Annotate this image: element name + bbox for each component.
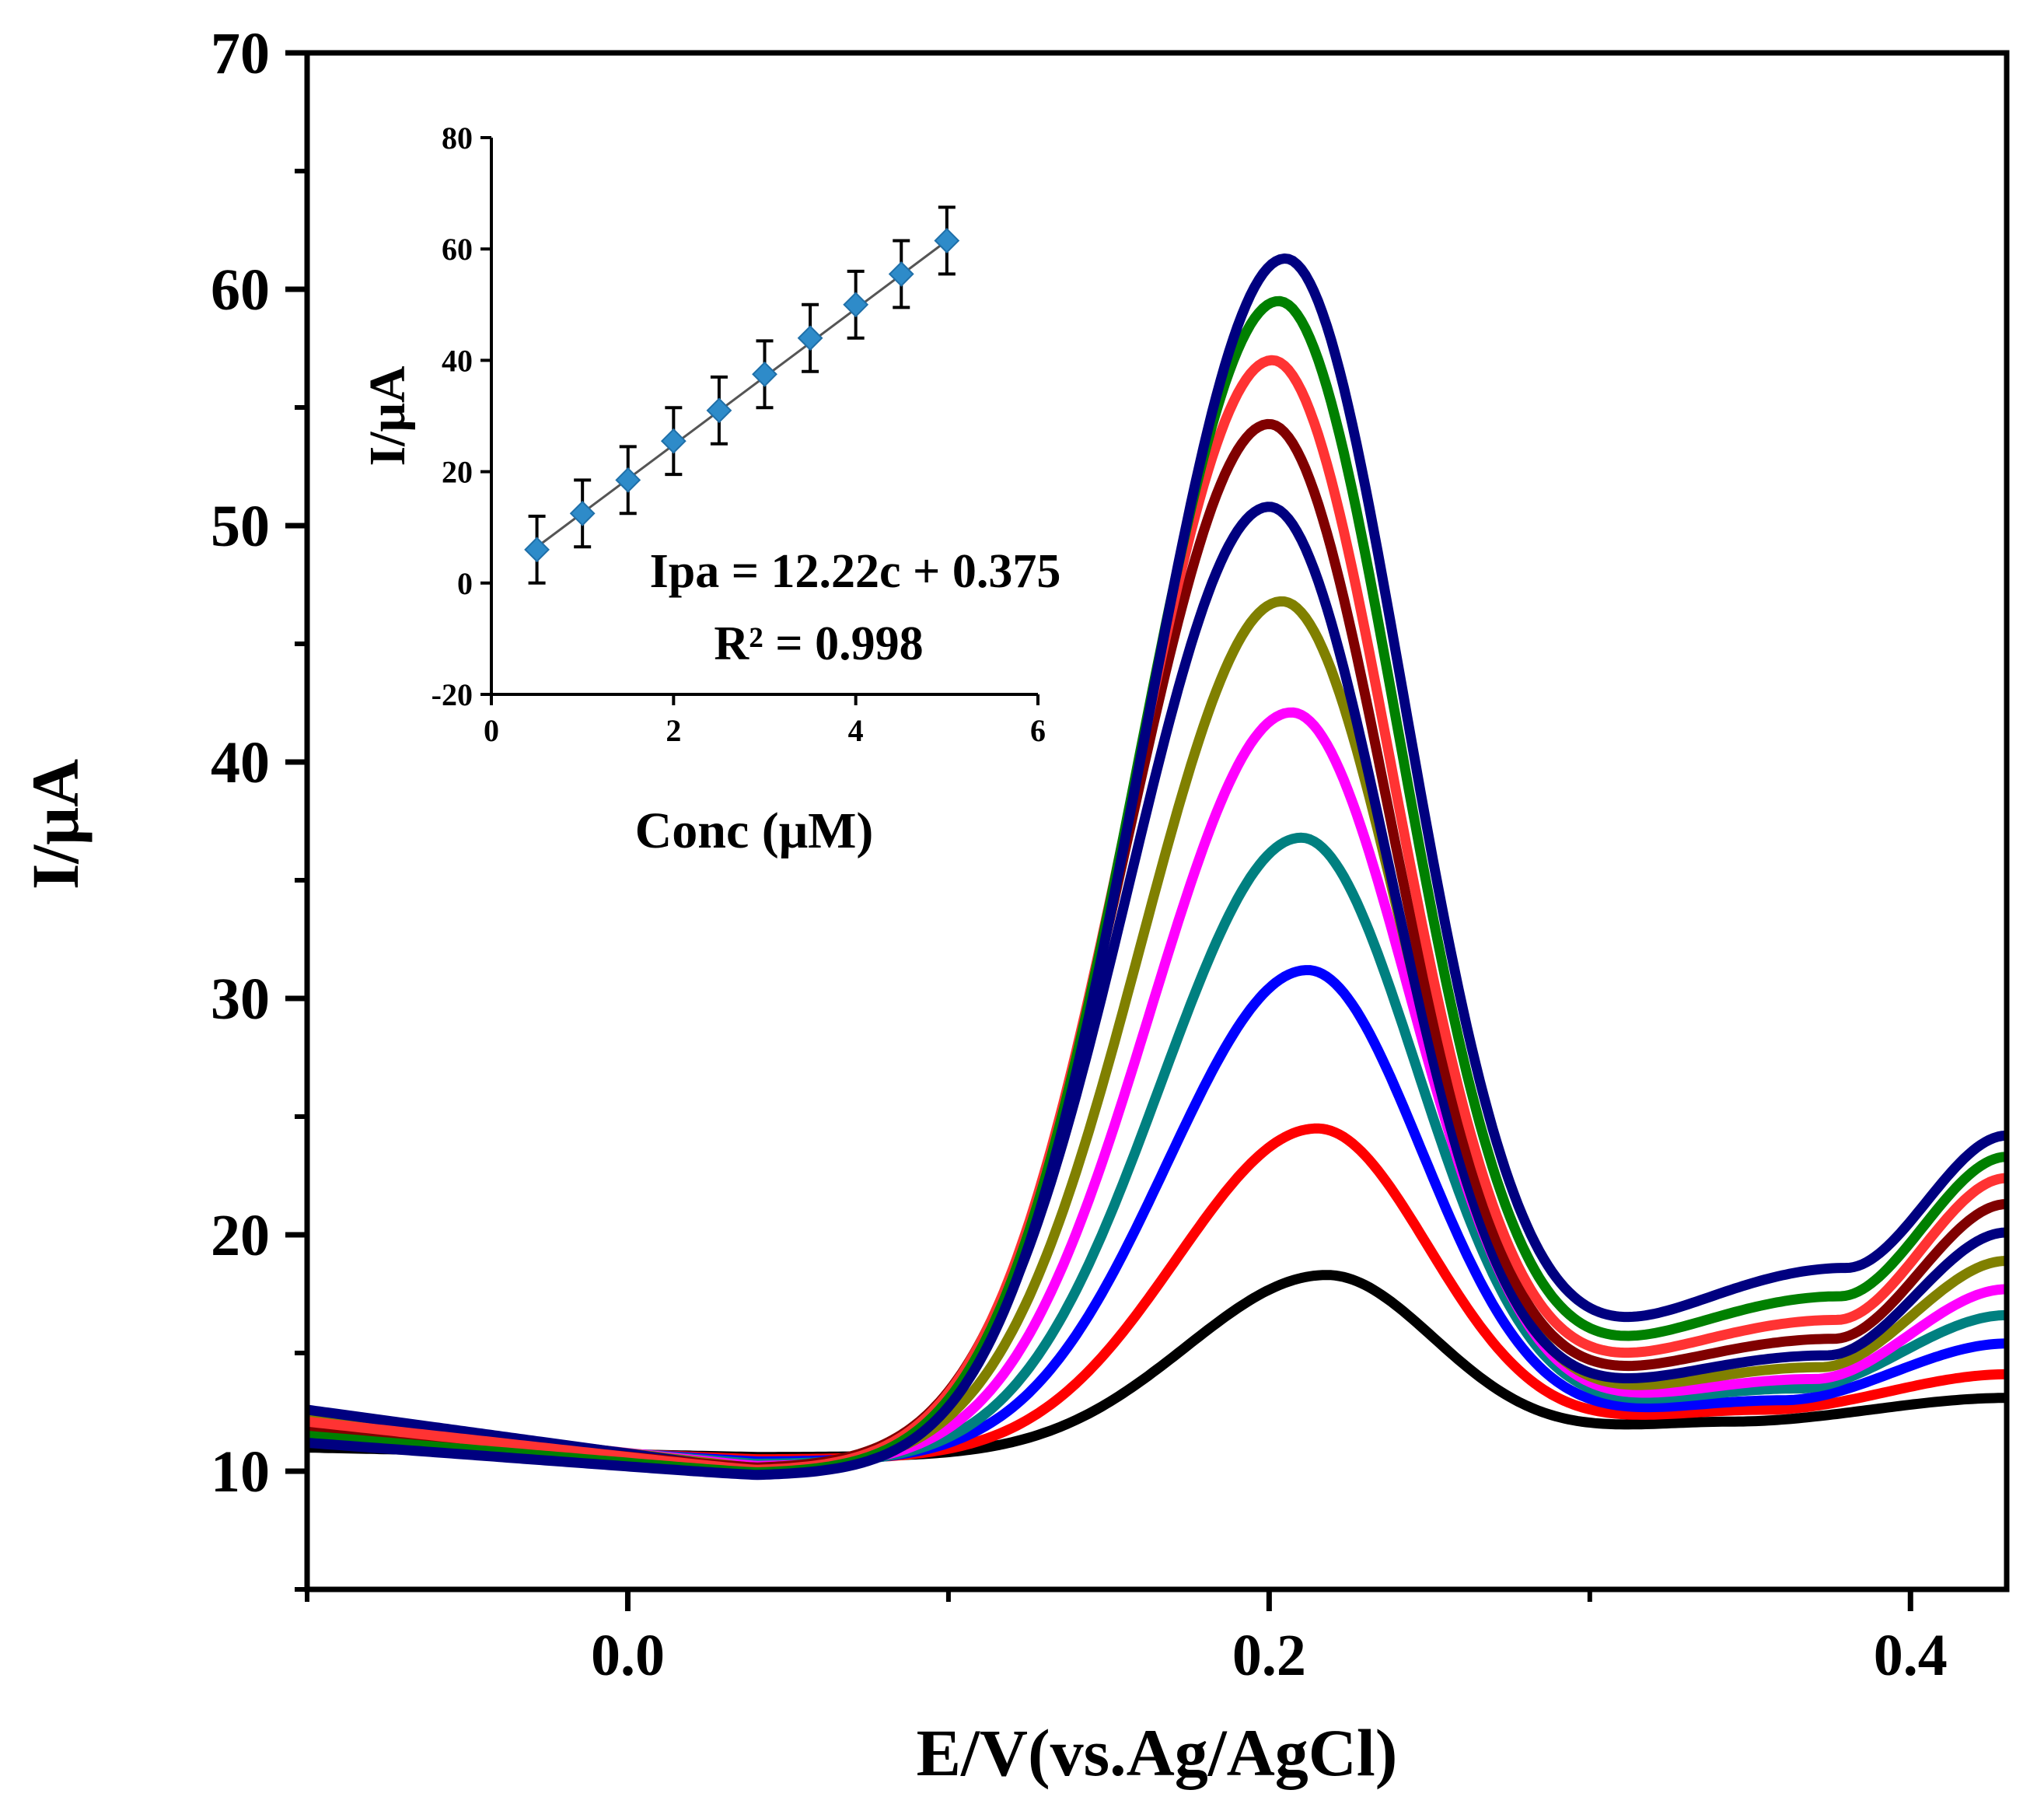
main-y-tick-label: 50 <box>211 494 270 559</box>
inset-fit-equation: Ipa = 12.22c + 0.375 <box>650 545 1061 598</box>
inset-axes: -20 0 20 40 60 80 0 2 4 6 <box>432 121 1046 748</box>
main-x-tick-label: 0.2 <box>1232 1623 1306 1688</box>
inset-data-point <box>615 467 641 493</box>
inset-data-point <box>843 292 869 318</box>
main-y-tick-label: 40 <box>211 730 270 795</box>
main-y-tick-label: 20 <box>211 1203 270 1268</box>
main-series-line <box>307 253 2007 1481</box>
inset-x-axis-title: Conc (μM) <box>635 802 874 859</box>
inset-x-tick-label: 2 <box>666 713 681 748</box>
main-x-tick-label: 0.4 <box>1874 1623 1948 1688</box>
inset-y-tick-label: 60 <box>442 232 473 267</box>
inset-y-tick-label: -20 <box>432 677 473 712</box>
inset-x-tick-label: 6 <box>1030 713 1046 748</box>
main-y-tick-label: 70 <box>211 21 270 86</box>
inset-fit-line <box>536 239 948 548</box>
main-y-tick-label: 10 <box>211 1439 270 1505</box>
inset-y-axis-title: I/μA <box>359 365 416 466</box>
inset-data-point <box>797 325 823 351</box>
inset-marks <box>524 205 960 585</box>
inset-data-point <box>660 428 687 454</box>
inset-data-point <box>569 500 596 526</box>
inset-x-tick-label: 0 <box>484 713 499 748</box>
inset-r-squared: R² = 0.998 <box>714 617 923 670</box>
inset-y-tick-label: 20 <box>442 455 473 490</box>
main-x-tick-label: 0.0 <box>591 1623 665 1688</box>
inset-data-point <box>706 397 732 424</box>
main-series-group <box>307 253 2007 1481</box>
inset-y-tick-label: 40 <box>442 343 473 378</box>
inset-plot: -20 0 20 40 60 80 0 2 4 6 I/μA Conc (μM) Ipa = 12… <box>359 121 1060 859</box>
inset-x-tick-label: 4 <box>848 713 864 748</box>
main-y-axis: 10 20 30 40 50 60 70 <box>211 21 307 1592</box>
main-y-tick-label: 60 <box>211 257 270 323</box>
inset-y-tick-label: 0 <box>457 566 473 601</box>
inset-data-point <box>752 361 777 387</box>
main-y-tick-label: 30 <box>211 967 270 1032</box>
inset-data-point <box>524 537 550 563</box>
inset-y-tick-label: 80 <box>442 121 473 156</box>
main-x-axis-title: E/V(vs.Ag/AgCl) <box>917 1715 1398 1790</box>
main-plot-frame <box>304 50 2010 1592</box>
inset-data-point <box>934 228 960 253</box>
main-x-axis: 0.0 0.2 0.4 <box>305 1589 1948 1688</box>
inset-data-point <box>888 261 914 287</box>
main-y-axis-title: I/μA <box>18 759 93 890</box>
